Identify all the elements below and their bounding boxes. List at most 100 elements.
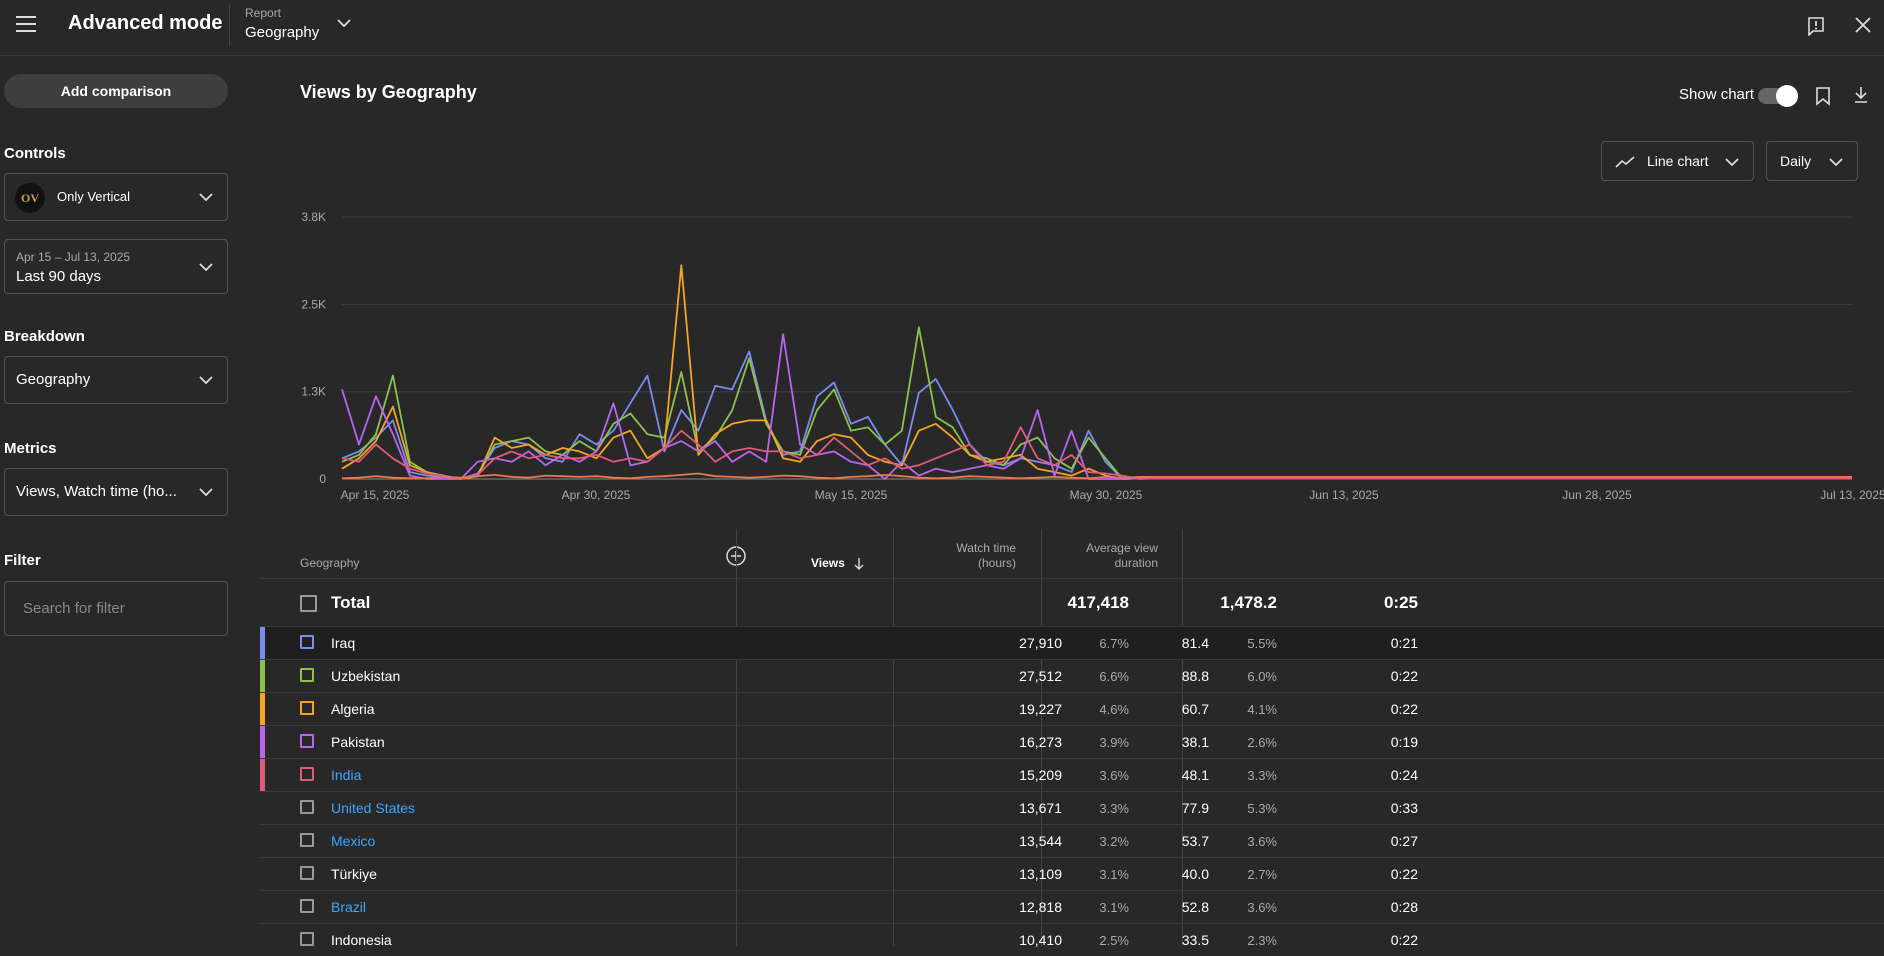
line-chart: 0 1.3K 2.5K 3.8K Apr 15, 2025 Apr 30, 2025 May… — [301, 210, 1884, 502]
col-header-views[interactable]: Views — [811, 556, 845, 570]
geography-name[interactable]: United States — [331, 800, 416, 816]
header-divider — [229, 4, 230, 46]
total-label: Total — [331, 593, 371, 612]
col-header-watch-time-line1: Watch time — [956, 541, 1016, 555]
column-divider — [1041, 529, 1042, 946]
watch-time-value: 40.0 — [1181, 866, 1209, 882]
total-watch-time: 1,478.2 — [1220, 593, 1277, 612]
col-header-avd-line2: duration — [1114, 556, 1158, 570]
table-row[interactable]: United States 13,671 3.3% 77.9 5.3% 0:33 — [260, 791, 1884, 824]
watch-time-percent: 5.3% — [1247, 801, 1277, 816]
chevron-down-icon — [199, 193, 213, 202]
row-checkbox[interactable] — [300, 668, 314, 682]
watch-time-value: 77.9 — [1181, 800, 1209, 816]
col-header-geography[interactable]: Geography — [300, 556, 360, 570]
series-line-pakistan — [341, 333, 1852, 480]
geography-name[interactable]: Mexico — [331, 833, 376, 849]
metrics-label: Metrics — [4, 440, 57, 457]
views-value: 15,209 — [1019, 767, 1062, 783]
table-row[interactable]: Pakistan 16,273 3.9% 38.1 2.6% 0:19 — [260, 725, 1884, 758]
y-tick-label: 3.8K — [301, 210, 326, 224]
watch-time-percent: 3.6% — [1247, 834, 1277, 849]
watch-time-percent: 2.6% — [1247, 735, 1277, 750]
series-color-bar — [260, 726, 265, 758]
table-row[interactable]: India 15,209 3.6% 48.1 3.3% 0:24 — [260, 758, 1884, 791]
breakdown-value: Geography — [16, 371, 91, 388]
channel-selector[interactable]: OV Only Vertical — [4, 173, 228, 221]
row-checkbox[interactable] — [300, 635, 314, 649]
total-checkbox[interactable] — [300, 595, 317, 612]
row-checkbox[interactable] — [300, 800, 314, 814]
views-percent: 6.6% — [1099, 669, 1129, 684]
y-tick-label: 1.3K — [301, 385, 326, 399]
row-checkbox[interactable] — [300, 734, 314, 748]
series-color-bar — [260, 693, 265, 725]
avd-value: 0:22 — [1390, 932, 1418, 948]
row-checkbox[interactable] — [300, 932, 314, 946]
x-tick-label: Jun 13, 2025 — [1309, 488, 1379, 502]
channel-name: Only Vertical — [57, 189, 130, 204]
report-selector[interactable]: Geography — [245, 24, 320, 41]
download-icon[interactable] — [1853, 86, 1869, 104]
table-row[interactable]: Indonesia 10,410 2.5% 33.5 2.3% 0:22 — [260, 923, 1884, 956]
y-tick-label: 0 — [319, 472, 326, 486]
geography-name: Uzbekistan — [331, 668, 401, 684]
geography-name[interactable]: Brazil — [331, 899, 367, 915]
bookmark-icon[interactable] — [1815, 86, 1831, 106]
chevron-down-icon[interactable] — [337, 18, 351, 28]
table-row[interactable]: Brazil 12,818 3.1% 52.8 3.6% 0:28 — [260, 890, 1884, 923]
sort-down-icon[interactable] — [853, 557, 865, 571]
add-comparison-button[interactable]: Add comparison — [4, 74, 228, 108]
avd-value: 0:22 — [1390, 668, 1418, 684]
watch-time-value: 53.7 — [1181, 833, 1209, 849]
chart-title: Views by Geography — [300, 82, 477, 102]
y-tick-label: 2.5K — [301, 297, 326, 311]
chevron-down-icon — [199, 262, 213, 271]
table-row[interactable]: Mexico 13,544 3.2% 53.7 3.6% 0:27 — [260, 824, 1884, 857]
metrics-selector[interactable]: Views, Watch time (ho... — [4, 468, 228, 516]
watch-time-value: 81.4 — [1181, 635, 1209, 651]
row-checkbox[interactable] — [300, 767, 314, 781]
table-row[interactable]: Uzbekistan 27,512 6.6% 88.8 6.0% 0:22 — [260, 659, 1884, 692]
column-divider — [893, 529, 894, 946]
row-checkbox[interactable] — [300, 866, 314, 880]
breakdown-label: Breakdown — [4, 328, 85, 345]
chart-type-selector[interactable]: Line chart — [1601, 141, 1754, 181]
date-range-label: Last 90 days — [16, 268, 102, 285]
row-checkbox[interactable] — [300, 833, 314, 847]
row-checkbox[interactable] — [300, 899, 314, 913]
show-chart-toggle[interactable] — [1758, 85, 1798, 107]
table-row[interactable]: Algeria 19,227 4.6% 60.7 4.1% 0:22 — [260, 692, 1884, 725]
geography-name: Türkiye — [331, 866, 377, 882]
chevron-down-icon — [199, 488, 213, 497]
geography-name: Iraq — [331, 635, 356, 651]
geography-name[interactable]: India — [331, 767, 362, 783]
avd-value: 0:24 — [1390, 767, 1418, 783]
feedback-icon[interactable] — [1807, 16, 1825, 36]
row-checkbox[interactable] — [300, 701, 314, 715]
breakdown-selector[interactable]: Geography — [4, 356, 228, 404]
col-header-watch-time[interactable]: Watch time (hours) — [956, 541, 1016, 571]
watch-time-percent: 4.1% — [1247, 702, 1277, 717]
views-percent: 4.6% — [1099, 702, 1129, 717]
views-percent: 3.1% — [1099, 867, 1129, 882]
watch-time-percent: 5.5% — [1247, 636, 1277, 651]
date-range-selector[interactable]: Apr 15 – Jul 13, 2025 Last 90 days — [4, 239, 228, 294]
col-header-avg-view-duration[interactable]: Average view duration — [1086, 541, 1158, 571]
avd-value: 0:21 — [1390, 635, 1418, 651]
granularity-selector[interactable]: Daily — [1766, 141, 1858, 181]
watch-time-value: 60.7 — [1181, 701, 1209, 717]
close-icon[interactable] — [1854, 16, 1872, 34]
table-row[interactable]: Iraq 27,910 6.7% 81.4 5.5% 0:21 — [260, 626, 1884, 659]
filter-search-input[interactable] — [4, 581, 228, 636]
table-total-row: Total 417,418 1,478.2 0:25 — [260, 578, 1884, 626]
views-percent: 3.3% — [1099, 801, 1129, 816]
views-percent: 3.2% — [1099, 834, 1129, 849]
geography-name: Pakistan — [331, 734, 385, 750]
menu-icon[interactable] — [16, 16, 36, 34]
avd-value: 0:27 — [1390, 833, 1418, 849]
views-value: 13,671 — [1019, 800, 1062, 816]
avd-value: 0:22 — [1390, 701, 1418, 717]
chevron-down-icon — [1829, 158, 1843, 167]
table-row[interactable]: Türkiye 13,109 3.1% 40.0 2.7% 0:22 — [260, 857, 1884, 890]
